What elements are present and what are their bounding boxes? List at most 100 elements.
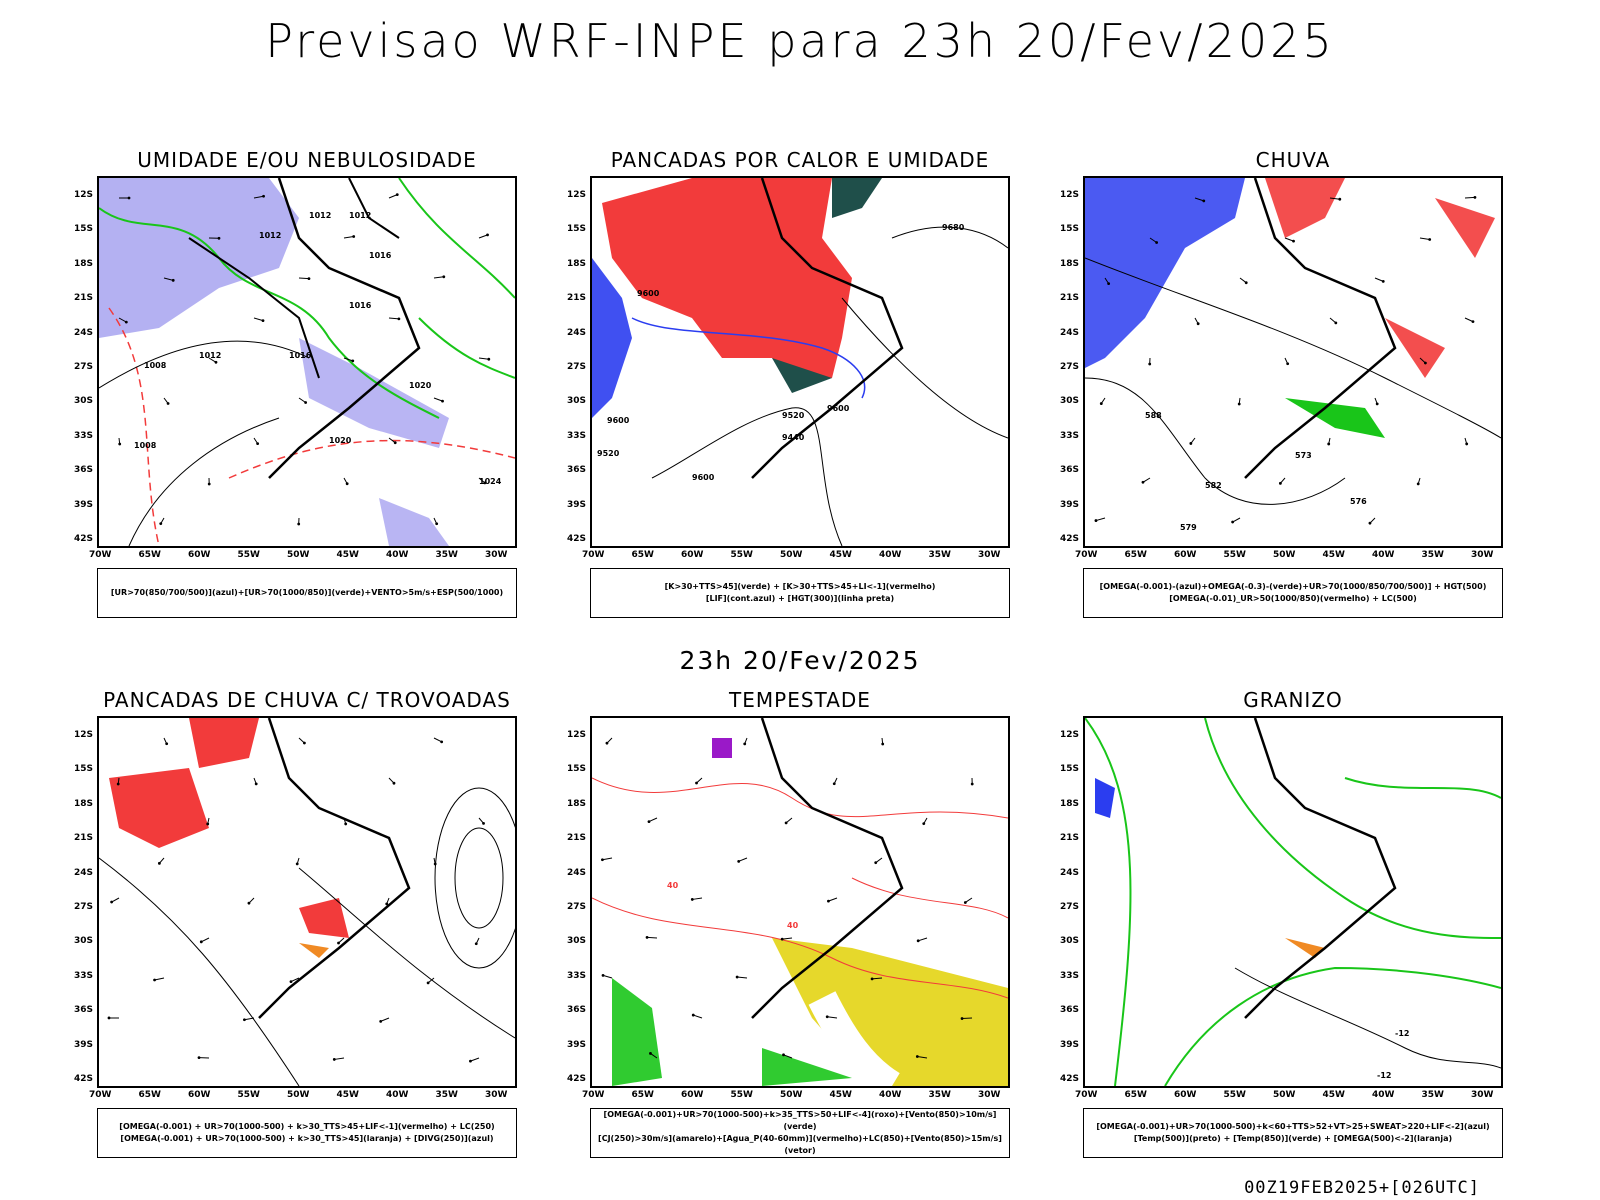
wind-arrow-head bbox=[1107, 282, 1111, 285]
omega-green-area bbox=[1285, 398, 1385, 438]
height-label: 9600 bbox=[827, 404, 850, 413]
lat-tick-label: 39S bbox=[1059, 499, 1079, 510]
height-label: 588 bbox=[1145, 411, 1162, 420]
isobar-label: 1020 bbox=[409, 381, 432, 390]
wind-arrow bbox=[1284, 237, 1294, 242]
wind-arrow-head bbox=[379, 1019, 383, 1023]
lon-tick-label: 30W bbox=[1471, 1090, 1494, 1100]
wind-arrow bbox=[244, 1017, 255, 1021]
wind-arrow bbox=[343, 236, 354, 239]
wind-arrow-head bbox=[827, 899, 830, 903]
wind-arrow-head bbox=[1237, 402, 1241, 406]
lon-tick-label: 65W bbox=[631, 550, 654, 560]
wind-arrow-head bbox=[1189, 442, 1193, 445]
lat-tick-label: 27S bbox=[566, 902, 586, 912]
humidity-low-level-contour bbox=[398, 178, 515, 299]
wind-arrow-head bbox=[916, 939, 920, 943]
legend-line: [OMEGA(-0.001)+UR>70(1000-500)+k<60+TTS>… bbox=[1096, 1122, 1490, 1131]
wind-arrow-head bbox=[344, 822, 348, 826]
wind-arrow-head bbox=[171, 278, 175, 282]
map-frame bbox=[97, 716, 517, 1088]
coastline bbox=[751, 178, 904, 479]
lat-tick-label: 12S bbox=[566, 190, 586, 200]
wind-arrow bbox=[917, 1055, 928, 1059]
wind-arrow-head bbox=[345, 482, 349, 486]
wind-arrow-head bbox=[440, 740, 444, 744]
isobar-label: 1020 bbox=[329, 436, 352, 445]
lat-tick-label: 18S bbox=[1059, 798, 1079, 809]
panel-pancadas-calor: PANCADAS POR CALOR E UMIDADE 9680 9600 9… bbox=[567, 148, 1010, 628]
streamline bbox=[99, 857, 300, 1086]
wind-arrow-head bbox=[960, 1017, 964, 1020]
lat-tick-label: 15S bbox=[566, 764, 586, 775]
pressure-isobar bbox=[128, 417, 280, 546]
map-frame: 1012 1012 1012 1016 1016 1012 1016 1020 … bbox=[97, 176, 517, 548]
lat-tick-label: 27S bbox=[73, 362, 93, 372]
lat-tick-label: 24S bbox=[566, 327, 586, 338]
wind-arrow-head bbox=[166, 402, 170, 405]
lon-tick-label: 40W bbox=[1372, 550, 1395, 560]
wind-arrow-head bbox=[307, 277, 311, 280]
wind-arrow bbox=[253, 317, 264, 322]
lat-tick-label: 33S bbox=[73, 970, 93, 981]
lon-tick-label: 40W bbox=[879, 1090, 902, 1100]
wind-arrow-head bbox=[392, 781, 396, 785]
wind-arrow-head bbox=[1375, 402, 1379, 406]
lon-tick-label: 50W bbox=[287, 1090, 310, 1100]
lon-tick-label: 70W bbox=[582, 1090, 605, 1100]
wind-arrow bbox=[1329, 197, 1340, 200]
thunderstorm-red-area bbox=[109, 768, 209, 848]
rain-red-area bbox=[1435, 198, 1495, 258]
wind-arrow bbox=[783, 1054, 793, 1059]
lon-tick-label: 50W bbox=[780, 550, 803, 560]
lon-tick-label: 70W bbox=[1075, 1090, 1098, 1100]
lat-tick-label: 21S bbox=[566, 833, 586, 844]
legend-line: [OMEGA(-0.001)-(azul)+OMEGA(-0.3)-(verde… bbox=[1099, 582, 1487, 591]
legend-line: [OMEGA(-0.001)+UR>70(1000-500)+k>35_TTS>… bbox=[603, 1110, 997, 1131]
lat-tick-label: 30S bbox=[73, 936, 93, 947]
wind-arrow-head bbox=[469, 1059, 472, 1063]
lon-tick-label: 40W bbox=[386, 1090, 409, 1100]
lat-tick-label: 18S bbox=[1059, 258, 1079, 269]
wind-arrow bbox=[163, 277, 174, 281]
wind-arrow-head bbox=[605, 741, 609, 745]
wind-arrow-head bbox=[483, 481, 487, 485]
convection-green-area bbox=[772, 358, 832, 393]
lon-tick-label: 55W bbox=[1223, 550, 1246, 560]
wind-arrow bbox=[334, 1057, 345, 1060]
humidity-mid-level-band bbox=[299, 338, 449, 448]
wind-arrow-head bbox=[601, 973, 605, 977]
panel-legend: [OMEGA(-0.001)+UR>70(1000-500)+k>35_TTS>… bbox=[590, 1108, 1010, 1158]
wind-arrow-head bbox=[393, 441, 397, 445]
lat-tick-label: 18S bbox=[73, 798, 93, 809]
wind-arrow bbox=[1464, 196, 1475, 199]
wind-arrow-head bbox=[1327, 442, 1331, 446]
thunderstorm-orange-area bbox=[299, 943, 329, 958]
contour-label: 40 bbox=[667, 881, 679, 890]
height-contour bbox=[841, 297, 1008, 439]
lon-tick-label: 45W bbox=[829, 1090, 852, 1100]
wind-arrow-head bbox=[1428, 238, 1432, 241]
wind-arrow-head bbox=[337, 941, 340, 945]
lat-tick-label: 12S bbox=[73, 190, 93, 200]
storm-purple-area bbox=[712, 738, 732, 758]
wind-arrow-head bbox=[1278, 481, 1282, 485]
wind-arrow-head bbox=[649, 1052, 652, 1055]
wind-arrow-head bbox=[254, 782, 258, 786]
lat-tick-label: 27S bbox=[1059, 902, 1079, 912]
humidity-low-level-contour bbox=[418, 317, 515, 379]
wind-arrow-head bbox=[1196, 322, 1200, 326]
wind-arrow-head bbox=[435, 522, 439, 526]
wind-arrow bbox=[782, 937, 793, 940]
lon-tick-label: 50W bbox=[1273, 550, 1296, 560]
lat-tick-label: 21S bbox=[73, 833, 93, 844]
panel-title: GRANIZO bbox=[1243, 688, 1343, 712]
thunderstorm-red-area bbox=[189, 718, 259, 768]
height-label: 9520 bbox=[782, 411, 805, 420]
lat-tick-label: 33S bbox=[566, 970, 586, 981]
humidity-mid-level-area bbox=[99, 178, 299, 338]
wind-arrow-head bbox=[153, 978, 156, 982]
lat-tick-label: 39S bbox=[73, 499, 93, 510]
lat-tick-label: 42S bbox=[1059, 1074, 1079, 1084]
panel-title: PANCADAS POR CALOR E UMIDADE bbox=[610, 148, 990, 172]
